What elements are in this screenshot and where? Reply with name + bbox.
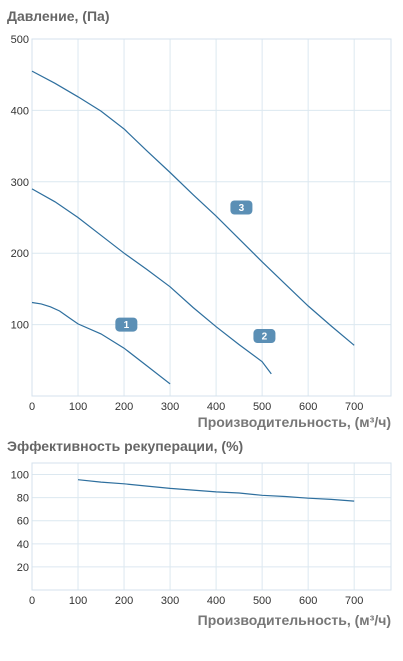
pressure-series-badge-label-3: 3 [239,203,245,214]
efficiency-x-tick-label: 200 [115,595,133,607]
efficiency-plot-frame [31,462,392,591]
efficiency-y-tick-label: 40 [17,539,29,551]
efficiency-x-tick-label: 100 [69,595,87,607]
pressure-series-badge-label-2: 2 [262,332,268,343]
pressure-series-line-3 [31,70,355,346]
pressure-series-line-2 [31,188,272,375]
efficiency-x-tick-label: 400 [207,595,225,607]
pressure-y-tick-label: 500 [11,34,29,46]
efficiency-x-tick-label: 500 [253,595,271,607]
pressure-x-tick-label: 100 [69,401,87,413]
pressure-y-tick-label: 300 [11,177,29,189]
pressure-x-tick-label: 700 [345,401,363,413]
pressure-series-badge-3 [230,200,253,215]
efficiency-x-tick-label: 700 [345,595,363,607]
pressure-x-tick-label: 400 [207,401,225,413]
pressure-chart-title: Давление, (Па) [7,8,110,24]
pressure-y-tick-label: 200 [11,248,29,260]
efficiency-y-tick-label: 20 [17,562,29,574]
pressure-x-tick-label: 500 [253,401,271,413]
pressure-x-tick-label: 300 [161,401,179,413]
efficiency-y-tick-label: 80 [17,493,29,505]
efficiency-chart-title: Эффективность рекуперации, (%) [7,438,244,454]
pressure-chart-x-axis-label: Производительность, (м³/ч) [197,414,391,430]
pressure-y-tick-label: 100 [11,320,29,332]
pressure-x-tick-label: 200 [115,401,133,413]
efficiency-x-tick-label: 0 [29,595,35,607]
pressure-x-tick-label: 600 [299,401,317,413]
pressure-series-line-1 [31,301,171,385]
efficiency-y-tick-label: 60 [17,516,29,528]
efficiency-series-line-1 [77,479,355,502]
pressure-series-badge-label-1: 1 [124,320,130,331]
pressure-series-badge-1 [115,317,138,332]
pressure-series-badge-2 [253,329,276,344]
pressure-x-tick-label: 0 [29,401,35,413]
efficiency-x-tick-label: 300 [161,595,179,607]
pressure-plot-frame [31,38,392,397]
efficiency-chart-x-axis-label: Производительность, (м³/ч) [197,612,391,628]
efficiency-y-tick-label: 100 [11,470,29,482]
pressure-y-tick-label: 400 [11,105,29,117]
efficiency-x-tick-label: 600 [299,595,317,607]
